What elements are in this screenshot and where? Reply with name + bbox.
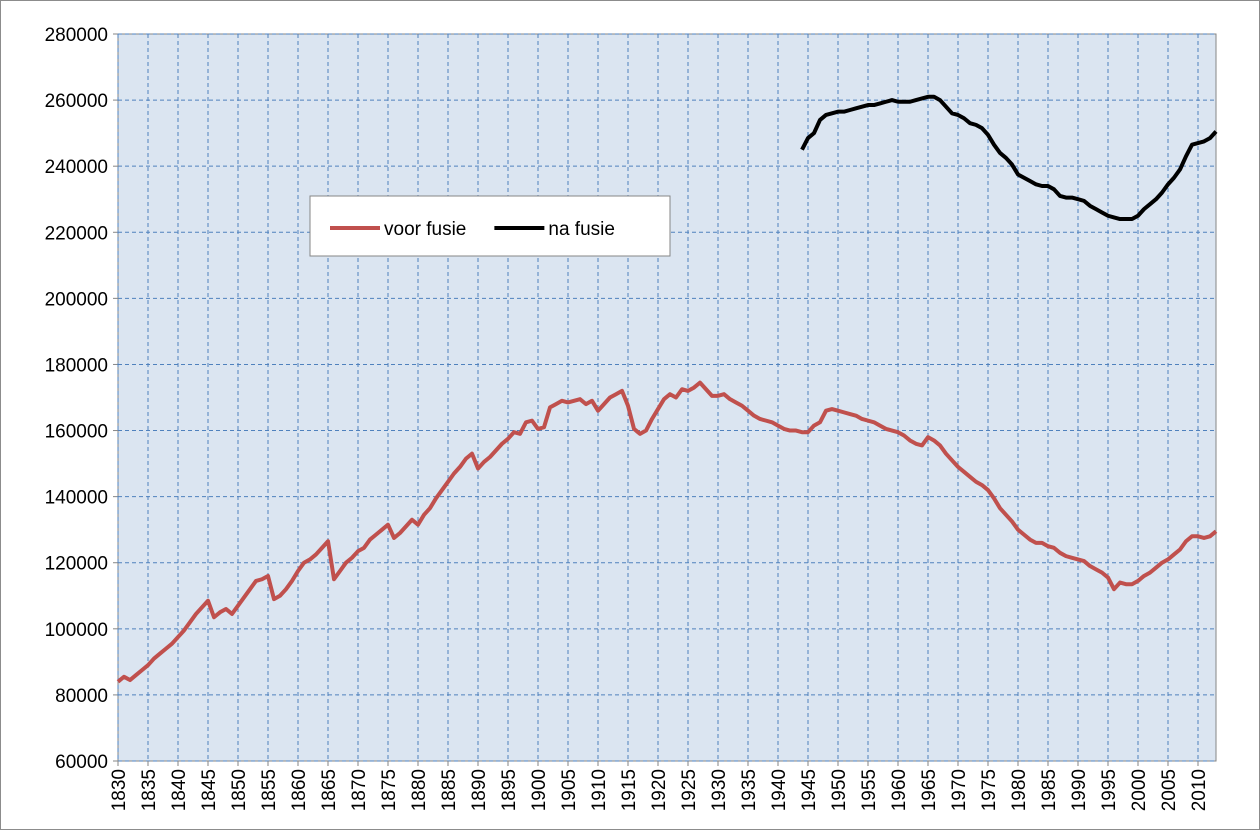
y-tick-label: 220000 <box>45 223 108 244</box>
grid <box>113 33 1216 766</box>
lines <box>116 94 1218 684</box>
x-tick-label: 1855 <box>259 769 280 811</box>
x-tick-label: 1885 <box>439 769 460 811</box>
x-tick-label: 1985 <box>1039 769 1060 811</box>
x-tick-label: 1895 <box>499 769 520 811</box>
x-tick-label: 1915 <box>619 769 640 811</box>
y-tick-label: 200000 <box>45 289 108 310</box>
legend-label: voor fusie <box>384 219 466 240</box>
x-tick-label: 1930 <box>709 769 730 811</box>
x-tick-label: 1860 <box>289 769 310 811</box>
y-tick-label: 80000 <box>55 686 108 707</box>
x-tick-label: 2000 <box>1129 769 1150 811</box>
x-tick-label: 1910 <box>589 769 610 811</box>
x-tick-label: 1950 <box>829 769 850 811</box>
y-tick-label: 280000 <box>45 25 108 46</box>
x-tick-label: 1975 <box>979 769 1000 811</box>
x-tick-label: 1890 <box>469 769 490 811</box>
x-tick-label: 1870 <box>349 769 370 811</box>
y-tick-label: 180000 <box>45 355 108 376</box>
series-line <box>800 94 1218 222</box>
x-tick-label: 1830 <box>109 769 130 811</box>
x-tick-label: 1995 <box>1099 769 1120 811</box>
y-tick-label: 260000 <box>45 91 108 112</box>
x-tick-label: 1865 <box>319 769 340 811</box>
x-tick-label: 1990 <box>1069 769 1090 811</box>
x-tick-label: 1955 <box>859 769 880 811</box>
x-tick-label: 1845 <box>199 769 220 811</box>
x-tick-label: 1850 <box>229 769 250 811</box>
x-tick-label: 1920 <box>649 769 670 811</box>
x-tick-label: 1925 <box>679 769 700 811</box>
tick-labels: 60000 80000 100000 120000 140000 160000 180000… <box>45 25 1210 811</box>
x-tick-label: 1960 <box>889 769 910 811</box>
legend: voor fusie na fusie <box>309 195 671 257</box>
x-tick-label: 1840 <box>169 769 190 811</box>
x-tick-label: 1945 <box>799 769 820 811</box>
x-tick-label: 1835 <box>139 769 160 811</box>
x-tick-label: 2005 <box>1159 769 1180 811</box>
y-tick-label: 60000 <box>55 752 108 773</box>
y-tick-label: 240000 <box>45 157 108 178</box>
x-tick-label: 1965 <box>919 769 940 811</box>
x-tick-label: 1940 <box>769 769 790 811</box>
x-tick-label: 2010 <box>1189 769 1210 811</box>
y-tick-label: 160000 <box>45 422 108 443</box>
x-tick-label: 1935 <box>739 769 760 811</box>
x-tick-label: 1970 <box>949 769 970 811</box>
x-tick-label: 1880 <box>409 769 430 811</box>
x-tick-label: 1875 <box>379 769 400 811</box>
y-tick-label: 100000 <box>45 620 108 641</box>
x-tick-label: 1905 <box>559 769 580 811</box>
x-tick-label: 1980 <box>1009 769 1030 811</box>
y-tick-label: 140000 <box>45 488 108 509</box>
x-tick-label: 1900 <box>529 769 550 811</box>
legend-label: na fusie <box>548 219 615 240</box>
series-line <box>116 380 1218 684</box>
y-tick-label: 120000 <box>45 554 108 575</box>
